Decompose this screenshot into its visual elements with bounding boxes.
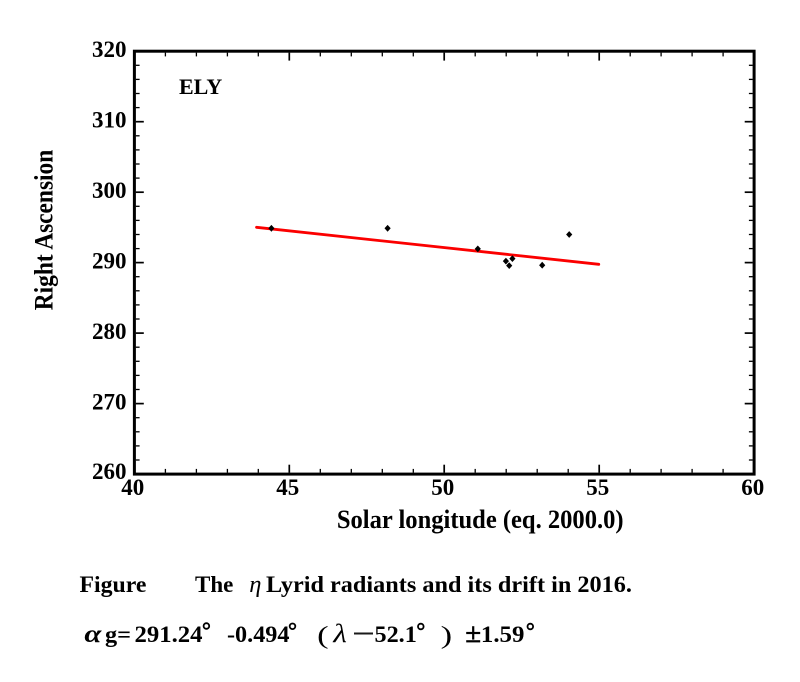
svg-text:310: 310 <box>92 108 127 133</box>
svg-text:1.59: 1.59 <box>481 622 525 647</box>
svg-text:ELY: ELY <box>179 74 222 99</box>
svg-text:290: 290 <box>92 249 127 274</box>
svg-text:λ: λ <box>332 619 347 648</box>
svg-text:η: η <box>249 571 261 598</box>
svg-text:α: α <box>84 621 102 648</box>
svg-text:g=: g= <box>105 622 131 647</box>
svg-text:270: 270 <box>92 390 127 415</box>
svg-text:260: 260 <box>92 459 127 484</box>
svg-text:291.24: 291.24 <box>135 622 204 647</box>
svg-text:Solar longitude (eq. 2000.0): Solar longitude (eq. 2000.0) <box>337 505 624 534</box>
svg-text:300: 300 <box>92 178 127 203</box>
svg-text:55: 55 <box>586 475 609 500</box>
svg-text:Lyrid radiants and its drift i: Lyrid radiants and its drift in 2016. <box>266 572 632 597</box>
svg-text:(: ( <box>317 621 328 649</box>
svg-text:40: 40 <box>121 475 144 500</box>
svg-text:50: 50 <box>431 475 454 500</box>
svg-text:52.1: 52.1 <box>375 622 417 647</box>
svg-text:The: The <box>195 572 233 597</box>
svg-text:-0.494: -0.494 <box>227 622 290 647</box>
svg-text:60: 60 <box>741 475 764 500</box>
svg-text:320: 320 <box>92 37 127 62</box>
svg-text:Right Ascension: Right Ascension <box>30 150 58 311</box>
svg-text:): ) <box>441 621 452 649</box>
svg-text:45: 45 <box>276 475 299 500</box>
svg-text:280: 280 <box>92 319 127 344</box>
svg-text:Figure: Figure <box>80 572 147 597</box>
